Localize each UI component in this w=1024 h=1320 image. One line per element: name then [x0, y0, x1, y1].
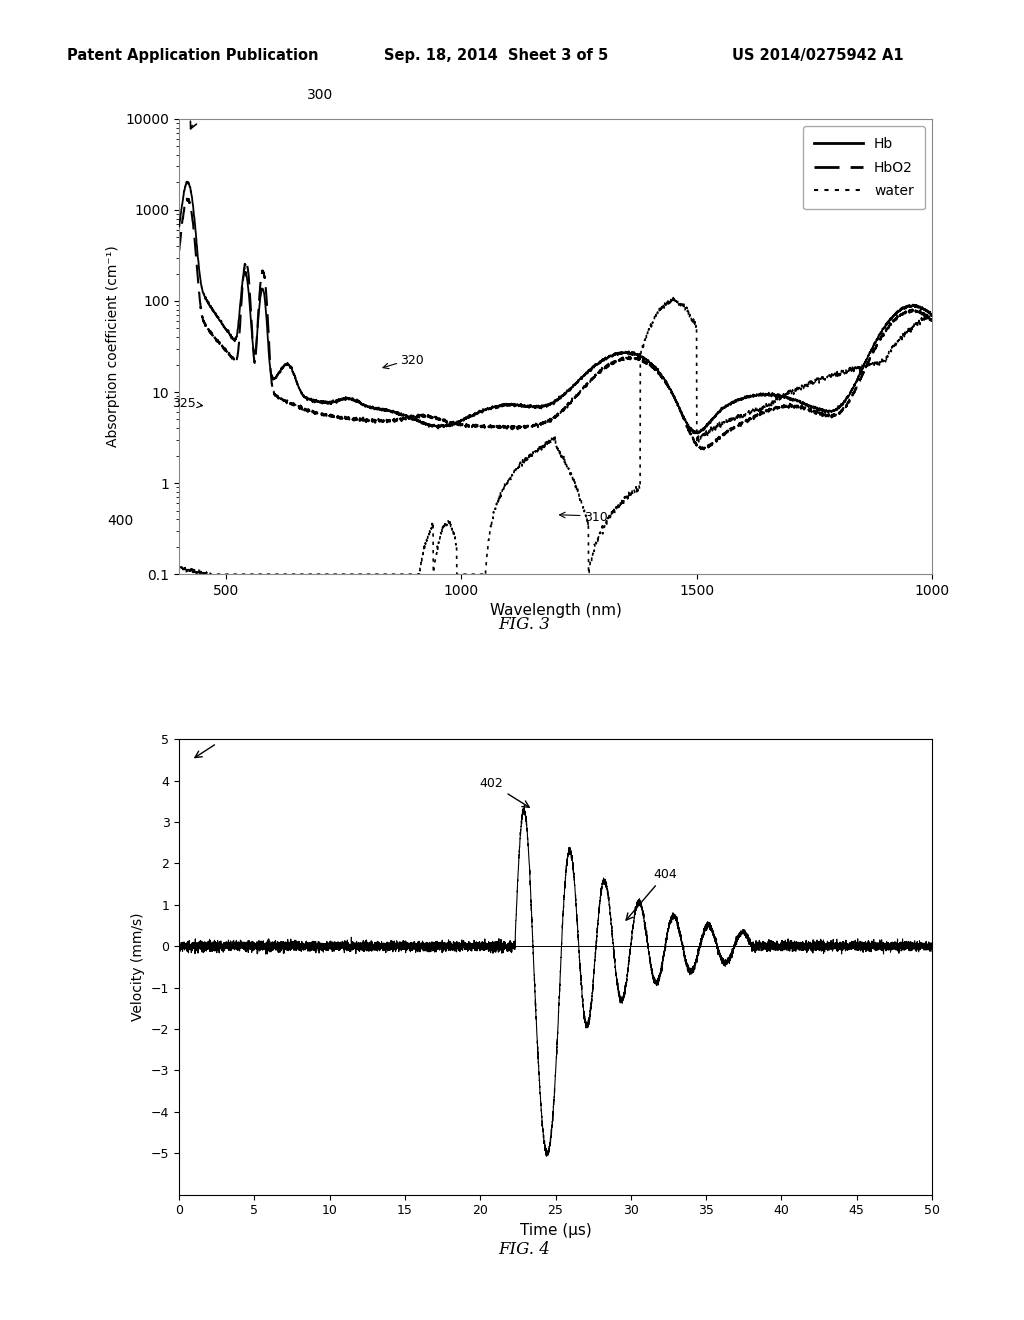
Text: 325: 325	[172, 397, 197, 411]
Text: Sep. 18, 2014  Sheet 3 of 5: Sep. 18, 2014 Sheet 3 of 5	[384, 48, 608, 62]
Y-axis label: Absorption coefficient (cm⁻¹): Absorption coefficient (cm⁻¹)	[106, 246, 120, 447]
water	[173, 558, 185, 574]
HbO2	[811, 404, 823, 420]
Hb	[718, 399, 730, 414]
Hb	[173, 219, 185, 235]
X-axis label: Wavelength (nm): Wavelength (nm)	[489, 603, 622, 619]
Text: 402: 402	[479, 776, 529, 808]
Hb	[811, 400, 823, 416]
Hb	[918, 302, 930, 318]
Hb	[766, 387, 778, 403]
HbO2	[651, 364, 664, 380]
water	[766, 392, 778, 408]
HbO2	[718, 426, 730, 442]
water	[718, 414, 730, 430]
Text: 320: 320	[400, 354, 424, 367]
Legend: Hb, HbO2, water: Hb, HbO2, water	[803, 125, 925, 210]
HbO2	[926, 314, 938, 330]
Text: Patent Application Publication: Patent Application Publication	[67, 48, 318, 62]
Line: HbO2: HbO2	[179, 199, 932, 449]
Text: 404: 404	[626, 867, 677, 920]
HbO2	[181, 191, 194, 207]
water	[190, 566, 203, 582]
Hb	[328, 393, 340, 409]
water	[811, 371, 823, 387]
HbO2	[766, 401, 778, 417]
Line: Hb: Hb	[179, 182, 932, 433]
Text: 300: 300	[307, 87, 334, 102]
water	[926, 306, 938, 322]
Hb	[651, 362, 664, 378]
water	[667, 289, 679, 305]
Text: 400: 400	[108, 513, 134, 528]
Y-axis label: Velocity (mm/s): Velocity (mm/s)	[131, 912, 145, 1022]
Hb	[691, 425, 703, 441]
water	[328, 566, 340, 582]
HbO2	[918, 305, 930, 321]
HbO2	[328, 409, 340, 425]
Text: FIG. 4: FIG. 4	[499, 1241, 550, 1258]
water	[651, 304, 664, 319]
HbO2	[173, 243, 185, 259]
HbO2	[697, 441, 710, 457]
Hb	[926, 308, 938, 323]
Line: water: water	[179, 297, 932, 574]
water	[918, 312, 930, 327]
Text: 310: 310	[584, 511, 607, 524]
Text: FIG. 3: FIG. 3	[499, 616, 550, 634]
Hb	[181, 174, 194, 190]
X-axis label: Time (μs): Time (μs)	[519, 1222, 592, 1238]
Text: US 2014/0275942 A1: US 2014/0275942 A1	[732, 48, 904, 62]
